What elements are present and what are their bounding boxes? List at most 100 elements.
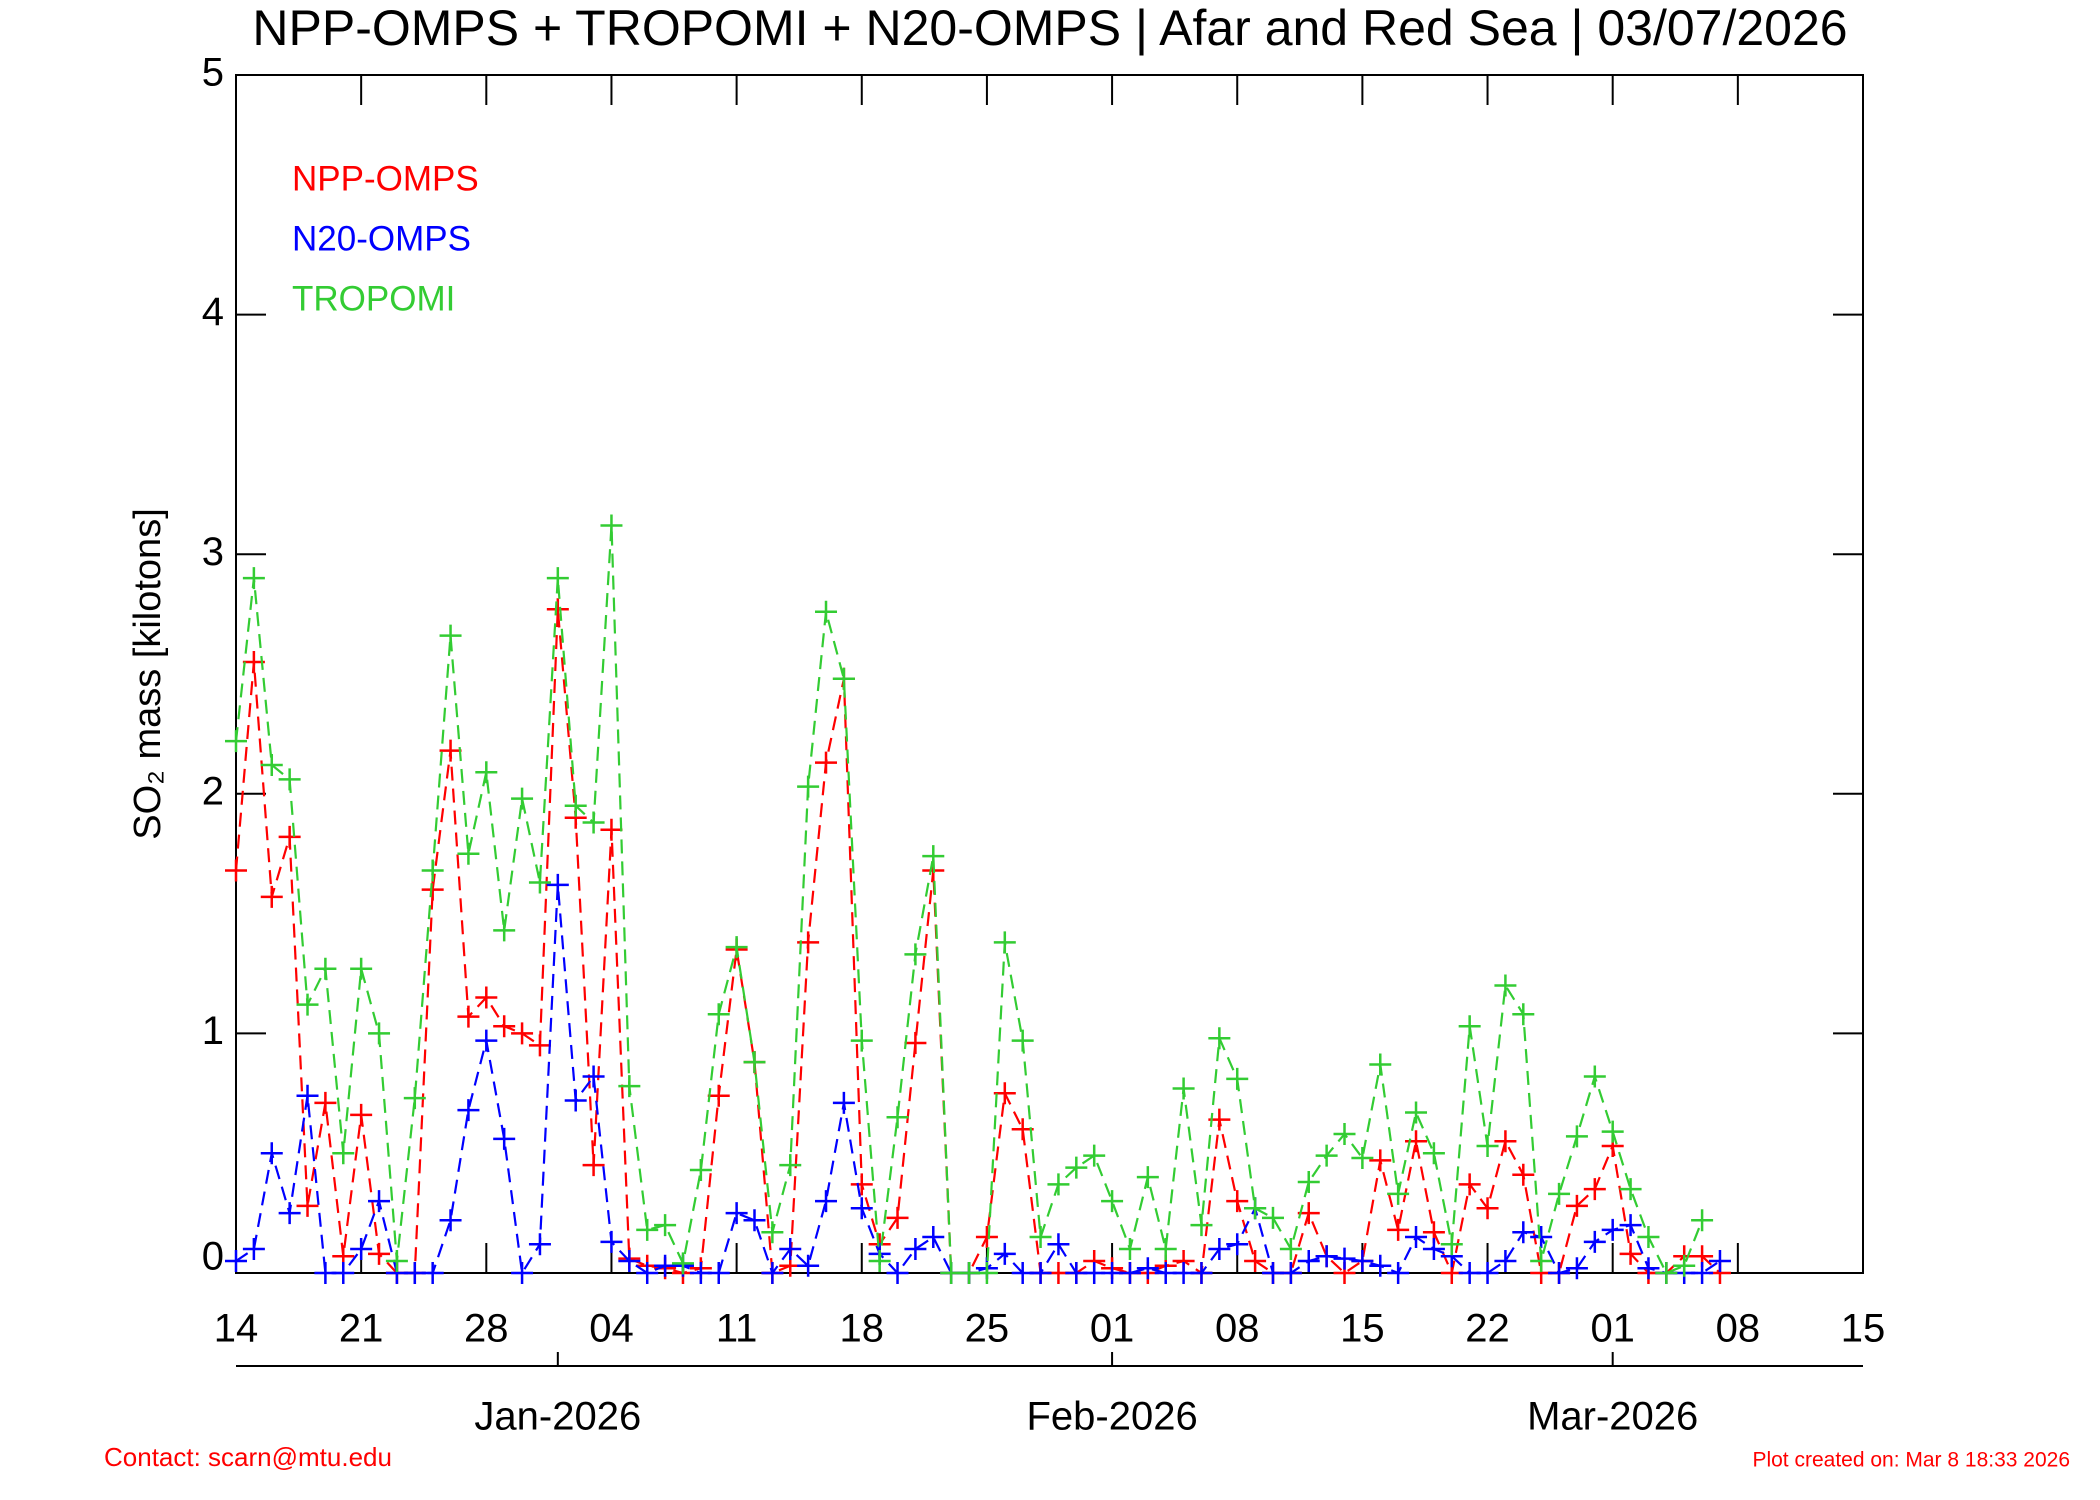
point-marker (1583, 1230, 1606, 1253)
point-marker (1673, 1254, 1696, 1277)
y-tick-label: 5 (202, 51, 224, 95)
point-marker (922, 845, 945, 868)
point-marker (1405, 1101, 1428, 1124)
point-marker (761, 1221, 784, 1244)
point-marker (671, 1252, 694, 1275)
point-marker (314, 957, 337, 980)
point-marker (546, 598, 569, 621)
point-marker (636, 1262, 659, 1284)
point-marker (993, 931, 1016, 954)
point-marker (1226, 1067, 1249, 1090)
x-tick-label: 14 (214, 1307, 259, 1351)
point-marker (1172, 1077, 1195, 1100)
point-marker (1708, 1250, 1731, 1273)
point-marker (278, 1202, 301, 1225)
point-marker (1065, 1156, 1088, 1179)
point-marker (1601, 1120, 1624, 1143)
created-note: Plot created on: Mar 8 18:33 2026 (1752, 1449, 2070, 1472)
point-marker (511, 787, 534, 810)
x-tick-label: 15 (1340, 1307, 1385, 1351)
point-marker (260, 1142, 283, 1165)
point-marker (1226, 1190, 1249, 1213)
point-marker (225, 730, 247, 753)
series-line (234, 525, 1704, 1275)
point-marker (654, 1214, 677, 1237)
point-marker (618, 1250, 641, 1273)
point-marker (350, 957, 373, 980)
point-marker (832, 667, 855, 690)
point-marker (1190, 1262, 1213, 1284)
point-marker (1512, 1221, 1535, 1244)
point-marker (1208, 1027, 1231, 1050)
point-marker (546, 873, 569, 896)
point-marker (761, 1262, 784, 1284)
point-marker (493, 919, 516, 942)
point-marker (779, 1154, 802, 1177)
point-marker (1154, 1238, 1177, 1261)
point-marker (1011, 1029, 1034, 1052)
point-marker (1029, 1226, 1052, 1249)
point-marker (993, 1242, 1016, 1265)
point-marker (385, 1250, 408, 1273)
point-marker (296, 1194, 319, 1217)
point-marker (1101, 1190, 1124, 1213)
point-marker (1655, 1262, 1678, 1284)
y-tick-label: 2 (202, 769, 224, 813)
series-line (235, 884, 1721, 1277)
point-marker (1619, 1178, 1642, 1201)
point-marker (1226, 1233, 1249, 1256)
point-marker (1244, 1250, 1267, 1273)
point-marker (421, 878, 444, 901)
point-marker (242, 1238, 265, 1261)
y-tick-label: 0 (202, 1235, 224, 1279)
point-marker (975, 1262, 998, 1284)
point-marker (1387, 1182, 1410, 1205)
point-marker (725, 936, 748, 959)
point-marker (1512, 1003, 1535, 1026)
point-marker (886, 1206, 909, 1229)
point-marker (886, 1262, 909, 1284)
point-marker (1047, 1233, 1070, 1256)
point-marker (1583, 1065, 1606, 1088)
point-marker (260, 754, 283, 777)
point-marker (582, 1154, 605, 1177)
point-marker (225, 859, 247, 882)
point-marker (332, 1142, 355, 1165)
point-marker (582, 1065, 605, 1088)
point-marker (278, 825, 301, 848)
point-marker (368, 1190, 391, 1213)
y-tick-label: 3 (202, 530, 224, 574)
point-marker (1583, 1178, 1606, 1201)
point-marker (636, 1218, 659, 1241)
point-marker (868, 1250, 891, 1273)
point-marker (475, 986, 498, 1009)
point-marker (403, 1087, 426, 1110)
point-marker (332, 1262, 355, 1284)
point-marker (368, 1022, 391, 1045)
x-tick-label: 28 (464, 1307, 509, 1351)
point-marker (1494, 1130, 1517, 1153)
point-marker (493, 1127, 516, 1150)
point-marker (1494, 974, 1517, 997)
point-marker (1476, 1262, 1499, 1284)
point-marker (850, 1029, 873, 1052)
point-marker (1118, 1262, 1141, 1284)
point-marker (439, 624, 462, 647)
point-marker (1565, 1125, 1588, 1148)
y-tick-label: 1 (202, 1009, 224, 1053)
month-label: Mar-2026 (1527, 1395, 1698, 1439)
point-marker (707, 1084, 730, 1107)
point-marker (564, 1089, 587, 1112)
point-marker (475, 1029, 498, 1052)
point-marker (832, 1091, 855, 1114)
point-marker (797, 1254, 820, 1277)
point-marker (1530, 1250, 1553, 1273)
legend-entry: TROPOMI (292, 279, 455, 318)
point-marker (1476, 1197, 1499, 1220)
point-marker (314, 1091, 337, 1114)
point-marker (725, 1202, 748, 1225)
point-marker (1405, 1226, 1428, 1249)
point-marker (368, 1242, 391, 1265)
point-marker (743, 1051, 766, 1074)
